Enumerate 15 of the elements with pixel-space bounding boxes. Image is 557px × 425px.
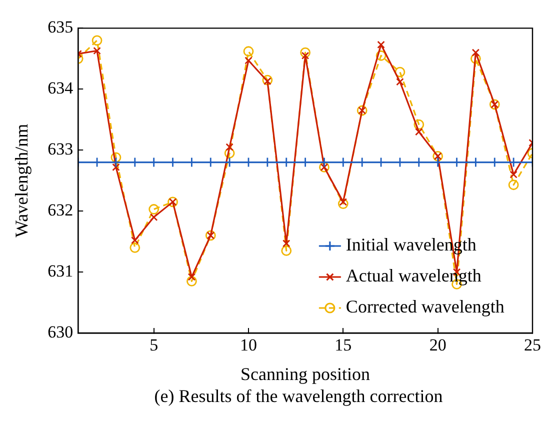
text: (e) Results of the wavelength correction <box>153 386 444 407</box>
y-tick-label: 631 <box>48 262 74 281</box>
y-axis-title: Wavelength/nm <box>12 124 32 238</box>
y-tick-label: 630 <box>48 322 74 342</box>
x-tick-label: 10 <box>240 336 257 355</box>
y-tick-label: 634 <box>48 78 74 98</box>
legend-label: Corrected wavelength <box>346 296 504 317</box>
y-tick-label: 632 <box>48 200 74 220</box>
x-tick-label: 25 <box>524 336 541 355</box>
x-tick-label: 5 <box>150 336 158 355</box>
y-tick-label: 635 <box>48 18 74 37</box>
y-tick-label: 633 <box>48 140 74 159</box>
x-tick-label: 15 <box>334 336 352 355</box>
x-axis-title: Scanning position <box>240 364 370 384</box>
x-tick-label: 20 <box>429 336 446 355</box>
